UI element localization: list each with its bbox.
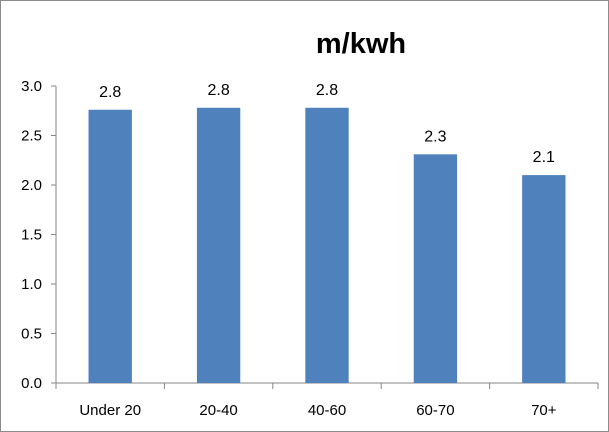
- bar: [196, 107, 241, 383]
- data-labels: 2.8 2.8 2.8 2.3 2.1: [99, 82, 555, 166]
- y-tick-label: 0.5: [21, 326, 42, 343]
- bar: [88, 109, 132, 383]
- data-label: 2.8: [99, 84, 121, 101]
- data-label: 2.8: [207, 82, 229, 99]
- bar: [305, 107, 349, 383]
- x-tick-label: 20-40: [199, 402, 237, 419]
- x-axis: Under 20 20-40 40-60 60-70 70+: [55, 382, 599, 419]
- x-tick-label: 40-60: [308, 402, 346, 419]
- data-label: 2.8: [316, 82, 338, 99]
- y-tick-label: 0.0: [21, 375, 42, 392]
- x-tick-label: 70+: [531, 402, 557, 419]
- y-tick-label: 2.0: [21, 177, 42, 194]
- bars: [88, 107, 566, 383]
- chart-title: m/kwh: [316, 28, 406, 60]
- bar: [413, 154, 458, 383]
- y-tick-label: 1.5: [21, 227, 42, 244]
- data-label: 2.1: [533, 149, 555, 166]
- y-tick-label: 1.0: [21, 276, 42, 293]
- bar: [522, 175, 566, 383]
- y-tick-label: 3.0: [21, 78, 42, 95]
- data-label: 2.3: [424, 128, 446, 145]
- x-tick-label: Under 20: [79, 402, 141, 419]
- x-tick-label: 60-70: [416, 402, 454, 419]
- y-axis: 0.0 0.5 1.0 1.5 2.0 2.5 3.0: [21, 78, 57, 392]
- y-tick-label: 2.5: [21, 128, 42, 145]
